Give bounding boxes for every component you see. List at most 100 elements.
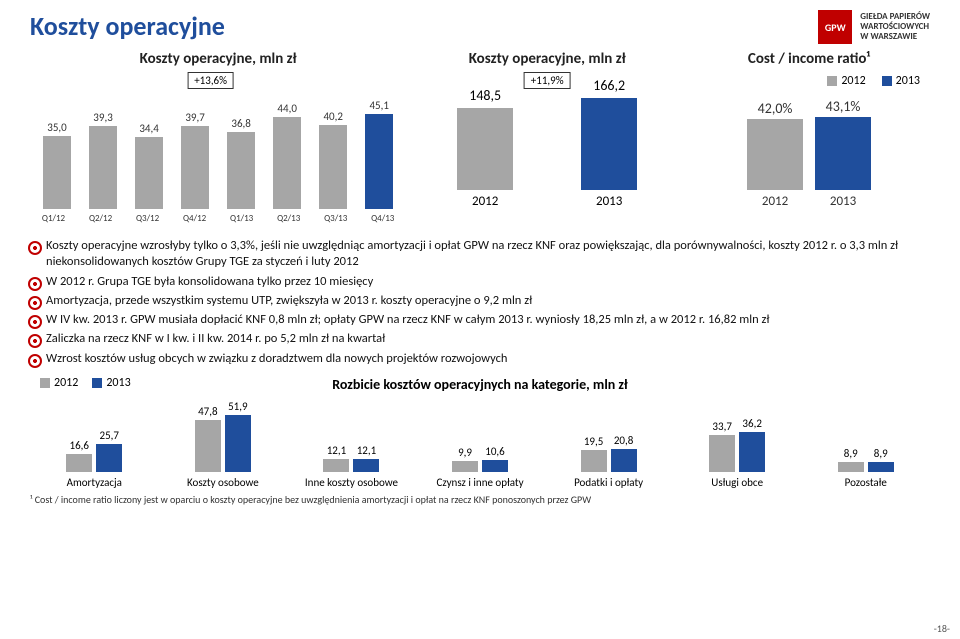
bar-value: 20,8 [614,434,633,447]
chart3-title: Cost / income ratio¹ [688,50,930,68]
breakdown-category: 8,98,9Pozostałe [801,402,930,489]
bar-xlabel: 2013 [596,194,622,209]
bar-xlabel: 2013 [830,194,856,209]
chart1: +13,6% 35,0 39,3 34,4 39,7 36,8 44,0 40,2 45,1 [30,74,406,209]
breakdown-category: 16,6 25,7 Amortyzacja [30,402,159,489]
bar-value: 36,2 [742,417,761,430]
category-label: Podatki i opłaty [574,476,643,489]
bullet-item: W IV kw. 2013 r. GPW musiała dopłacić KN… [46,312,930,328]
bar-value: 25,7 [100,429,119,442]
bullet-item: Zaliczka na rzecz KNF w I kw. i II kw. 2… [46,331,930,347]
chart3-bar: 42,0% 2012 [745,100,805,209]
logo: GPW GIEŁDA PAPIERÓW WARTOŚCIOWYCH W WARS… [818,10,930,44]
bar-rect [868,462,894,472]
bar-rect [457,108,513,191]
chart1-bar: 45,1 [364,99,394,209]
category-label: Amortyzacja [67,476,122,489]
bar-value: 51,9 [228,400,247,413]
bar-rect [323,459,349,472]
bar-value: 36,8 [231,117,250,130]
chart1-callout: +13,6% [187,72,234,89]
bullet-item: Wzrost kosztów usług obcych w związku z … [46,351,930,367]
logo-mark: GPW [818,10,852,44]
chart1-title: Koszty operacyjne, mln zł [30,50,406,68]
logo-line3: W WARSZAWIE [860,32,930,42]
chart2-bar: 148,5 2012 [453,87,517,210]
bullet-item: Amortyzacja, przede wszystkim systemu UT… [46,293,930,309]
bar-xlabel: 2012 [472,194,498,209]
bar-value: 42,0% [758,100,793,117]
chart1-bar: 39,7 [180,111,210,209]
category-label: Usługi obce [711,476,763,489]
bar-rect [581,450,607,471]
chart1-bar: 44,0 [272,102,302,209]
breakdown-chart: 16,6 25,7 Amortyzacja 47,8 51,9 Koszty osobow… [30,394,930,489]
bar-value: 166,2 [593,77,625,94]
bar-value: 39,7 [185,111,204,124]
chart1-bar: 34,4 [134,122,164,209]
bar-rect [273,117,301,209]
bar-rect [227,132,255,209]
breakdown-title: Rozbicie kosztów operacyjnych na kategor… [30,376,930,393]
bar-value: 35,0 [47,121,66,134]
bar-value: 19,5 [584,435,603,448]
chart3: 2012 2013 42,0% 2012 43,1%2013 [688,74,930,209]
chart1-bar: 35,0 [42,121,72,210]
breakdown-legend-2012: 2012 [54,376,78,390]
bar-rect [739,432,765,471]
bar-value: 12,1 [357,444,376,457]
legend-2013: 2013 [896,74,920,88]
bar-value: 148,5 [469,87,501,104]
chart1-xlabel: Q2/12 [86,213,116,224]
bar-value: 12,1 [327,444,346,457]
page-number: -18- [934,622,950,635]
category-label: Pozostałe [845,476,887,489]
breakdown-category: 19,5 20,8 Podatki i opłaty [544,402,673,489]
bullet-list: Koszty operacyjne wzrosłyby tylko o 3,3%… [0,224,960,376]
bar-rect [815,117,871,190]
bar-value: 9,9 [458,446,472,459]
chart1-xlabel: Q3/12 [133,213,163,224]
legend-2012: 2012 [841,74,865,88]
breakdown-category: 47,8 51,9 Koszty osobowe [159,402,288,489]
chart1-xlabel: Q2/13 [274,213,304,224]
bar-rect [838,462,864,472]
category-label: Koszty osobowe [187,476,259,489]
bar-rect [611,449,637,472]
bar-rect [319,125,347,209]
bar-rect [747,119,803,190]
bar-rect [66,454,92,472]
breakdown-category: 33,736,2Usługi obce [673,402,802,489]
legend-swatch-grey [827,76,837,86]
logo-text: GIEŁDA PAPIERÓW WARTOŚCIOWYCH W WARSZAWI… [860,12,930,42]
bar-value: 8,9 [844,447,858,460]
chart2-title: Koszty operacyjne, mln zł [426,50,668,68]
bar-rect [365,114,393,209]
breakdown-legend: 2012 2013 [30,376,131,390]
bar-value: 34,4 [139,122,158,135]
bar-rect [482,460,508,472]
chart1-xlabel: Q1/12 [39,213,69,224]
category-label: Czynsz i inne opłaty [436,476,523,489]
chart3-bar: 43,1%2013 [813,98,873,209]
breakdown-category: 9,910,6Czynsz i inne opłaty [416,402,545,489]
chart1-bar: 40,2 [318,110,348,209]
bar-rect [89,126,117,209]
bar-rect [452,461,478,472]
bar-rect [43,136,71,210]
chart2-callout: +11,9% [524,72,571,89]
chart1-xlabel: Q4/12 [180,213,210,224]
chart1-xlabel: Q1/13 [227,213,257,224]
bar-value: 39,3 [93,111,112,124]
legend-swatch-grey-2 [40,378,50,388]
bar-value: 16,6 [70,439,89,452]
bar-value: 45,1 [369,99,388,112]
bar-value: 47,8 [198,405,217,418]
chart1-xlabel: Q3/13 [321,213,351,224]
bullet-item: Koszty operacyjne wzrosłyby tylko o 3,3%… [46,238,930,271]
chart3-legend: 2012 2013 [827,74,920,88]
chart1-bar: 36,8 [226,117,256,209]
bar-xlabel: 2012 [762,194,788,209]
category-label: Inne koszty osobowe [305,476,398,489]
legend-swatch-blue-2 [92,378,102,388]
